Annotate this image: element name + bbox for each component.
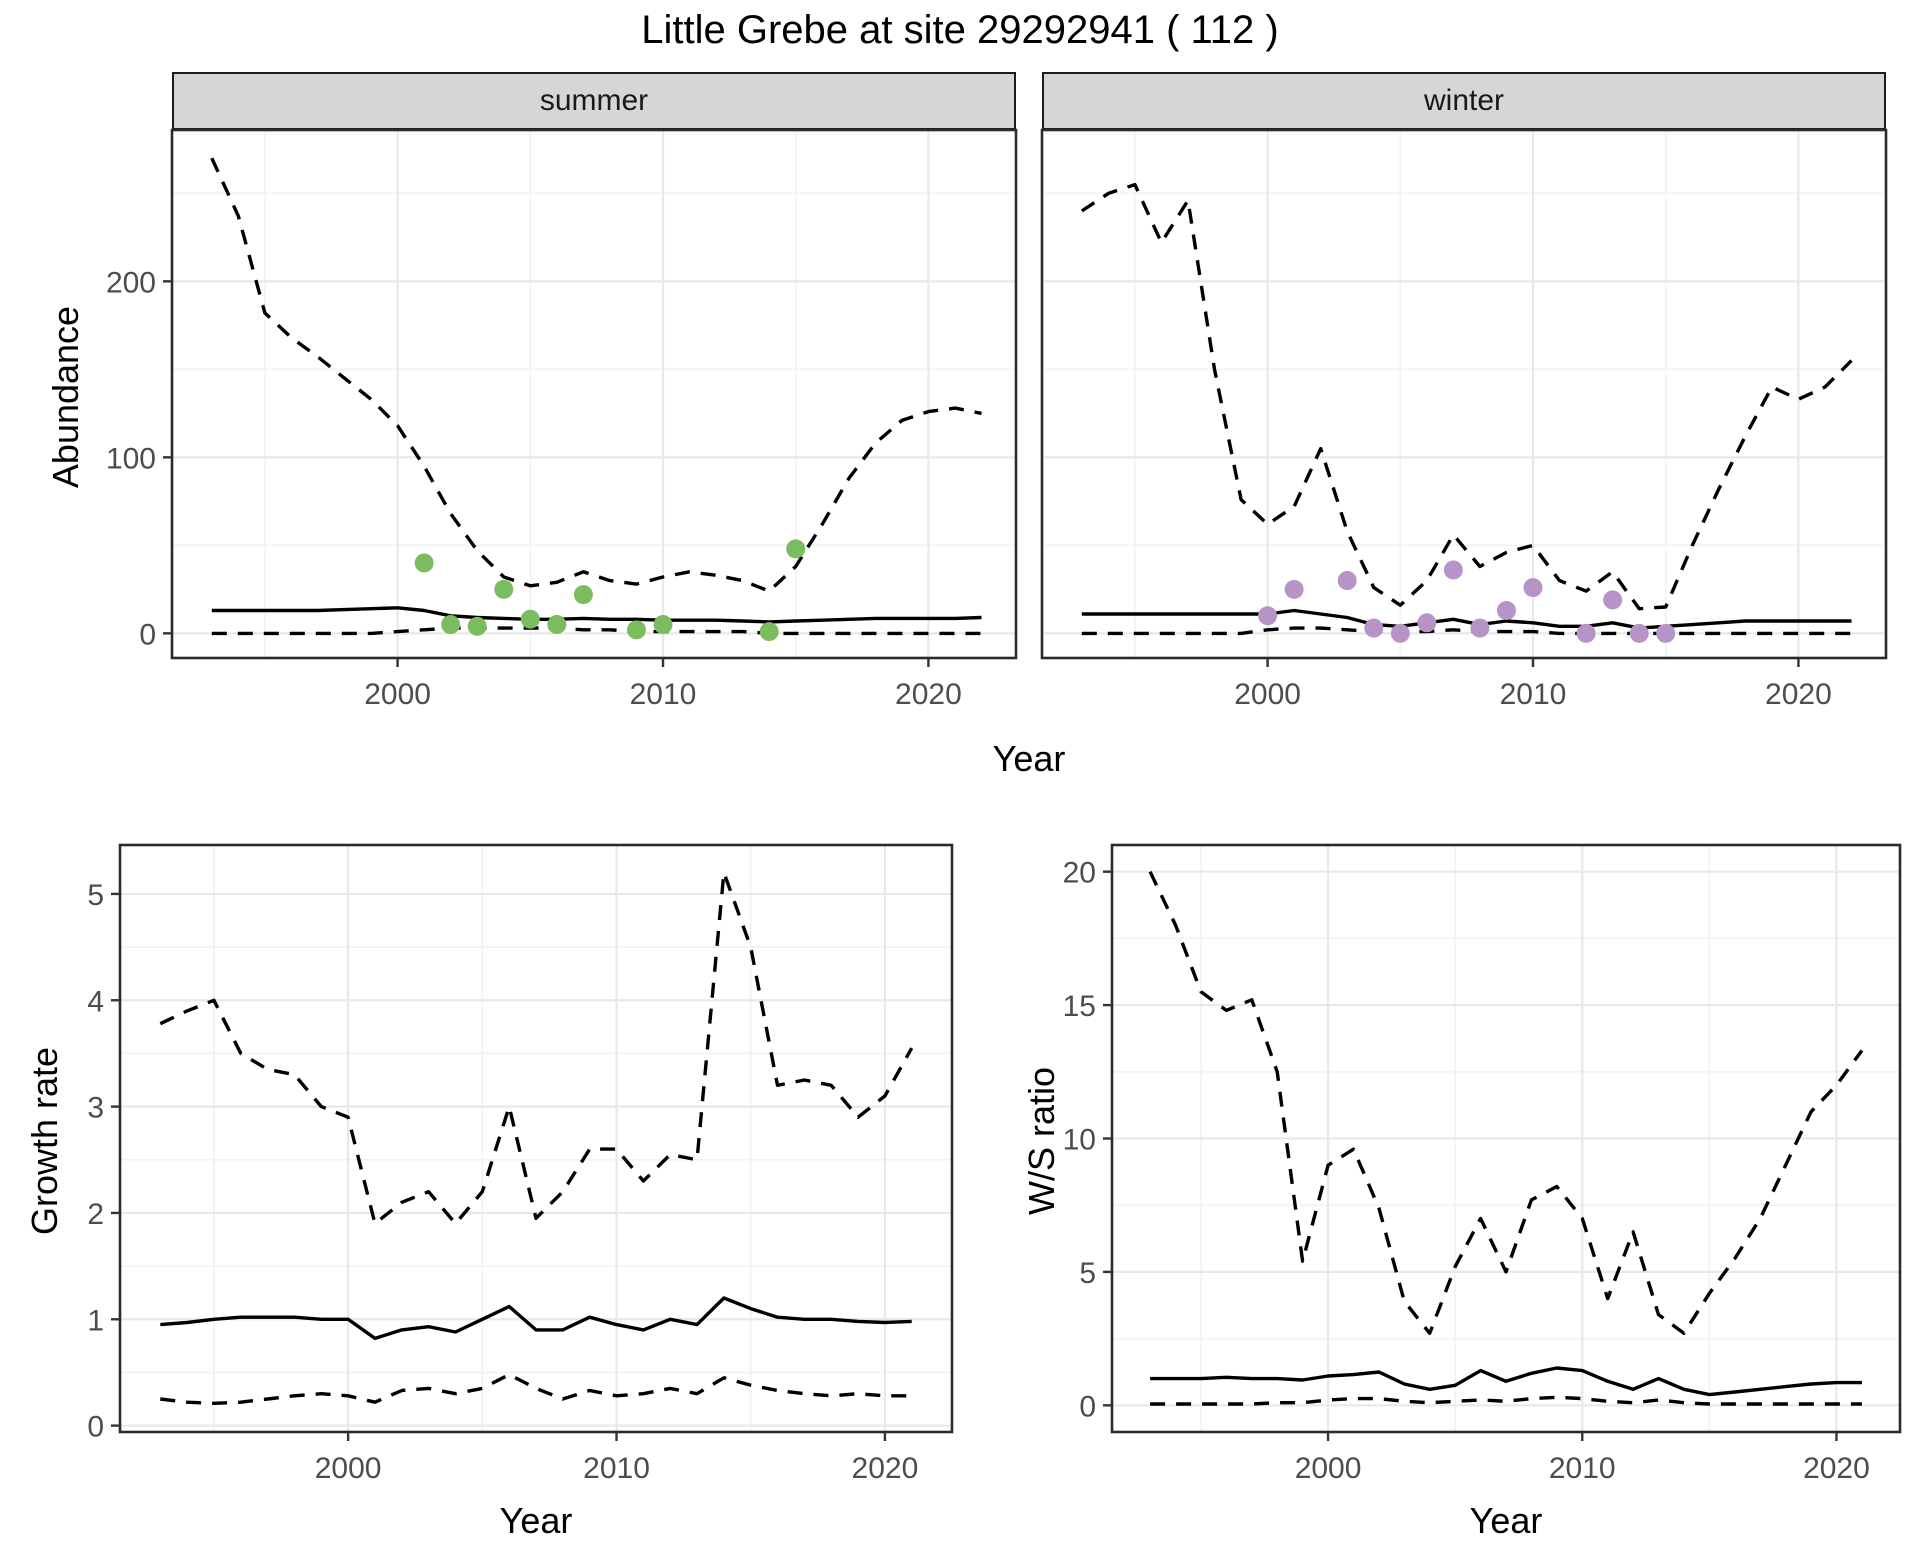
data-point	[573, 585, 593, 605]
data-point	[1337, 571, 1357, 591]
winter-axis-ticks: 2000 2010 2020	[1234, 658, 1832, 711]
y-tick-label: 3	[87, 1092, 104, 1125]
y-tick-label: 0	[139, 618, 156, 651]
y-tick-label: 0	[1079, 1390, 1096, 1423]
y-tick-label: 15	[1063, 990, 1096, 1023]
ws-panel: 2000 2010 2020 0 5 10 15 20	[1063, 843, 1902, 1485]
growth-panel: 2000 2010 2020 0 1 2 3 4 5	[87, 843, 954, 1485]
winter-solid-line	[1081, 608, 1852, 630]
x-tick-label: 2000	[315, 1452, 382, 1485]
data-point	[626, 620, 646, 640]
ws-solid-line	[1150, 1366, 1862, 1397]
y-tick-label: 10	[1063, 1124, 1096, 1157]
data-point	[1603, 590, 1623, 610]
ws-axis-ticks: 2000 2010 2020 0 5 10 15 20	[1063, 857, 1870, 1485]
x-tick-label: 2000	[364, 678, 431, 711]
x-tick-label: 2020	[895, 678, 962, 711]
year-axis-title-growth: Year	[499, 1500, 573, 1541]
data-point	[494, 579, 514, 599]
y-tick-label: 5	[87, 879, 104, 912]
data-point	[547, 615, 567, 635]
data-point	[1576, 623, 1596, 643]
y-tick-label: 5	[1079, 1257, 1096, 1290]
data-point	[653, 615, 673, 635]
winter-dashed-line	[1080, 182, 1853, 611]
summer-solid-line	[211, 606, 982, 624]
data-point	[1417, 613, 1437, 633]
data-point	[1470, 618, 1490, 638]
ws-dashed-line	[1150, 1395, 1862, 1406]
data-point	[1443, 560, 1463, 580]
summer-observed-points	[414, 539, 806, 642]
winter-observed-points	[1258, 560, 1676, 643]
data-point	[467, 616, 487, 636]
growth-dashed-line	[159, 870, 914, 1226]
data-point	[520, 609, 540, 629]
facet-strip-summer-label: summer	[539, 84, 649, 117]
growth-axis-ticks: 2000 2010 2020 0 1 2 3 4 5	[87, 879, 918, 1485]
y-tick-label: 200	[106, 266, 156, 299]
summer-axis-ticks: 2000 2010 2020 0 100 200	[106, 266, 962, 711]
data-point	[1284, 579, 1304, 599]
facet-strip-winter: winter	[1042, 72, 1886, 130]
growth-gridlines	[120, 845, 952, 1432]
x-tick-label: 2010	[583, 1452, 650, 1485]
facet-strip-summer: summer	[172, 72, 1016, 130]
x-tick-label: 2010	[1500, 678, 1567, 711]
figure-title: Little Grebe at site 29292941 ( 112 )	[641, 8, 1279, 52]
data-point	[1258, 606, 1278, 626]
data-point	[1656, 623, 1676, 643]
year-axis-title-top: Year	[992, 738, 1066, 779]
winter-gridlines	[1042, 130, 1886, 658]
y-tick-label: 1	[87, 1304, 104, 1337]
facet-strip-winter-label: winter	[1423, 84, 1505, 117]
x-tick-label: 2010	[630, 678, 697, 711]
y-tick-label: 2	[87, 1198, 104, 1231]
x-tick-label: 2000	[1234, 678, 1301, 711]
x-tick-label: 2020	[1765, 678, 1832, 711]
summer-dashed-line	[210, 157, 982, 593]
ws-dashed-line	[1148, 870, 1864, 1336]
data-point	[1629, 623, 1649, 643]
y-tick-label: 20	[1063, 857, 1096, 890]
y-tick-label: 100	[106, 442, 156, 475]
data-point	[441, 615, 461, 635]
summer-panel: 2000 2010 2020 0 100 200	[106, 128, 1018, 711]
y-tick-label: 4	[87, 985, 104, 1018]
data-point	[1390, 623, 1410, 643]
data-point	[1523, 578, 1543, 598]
growth-solid-line	[160, 1296, 912, 1341]
x-tick-label: 2010	[1549, 1452, 1616, 1485]
year-axis-title-ws: Year	[1469, 1500, 1543, 1541]
data-point	[1496, 600, 1516, 620]
x-tick-label: 2000	[1295, 1452, 1362, 1485]
x-tick-label: 2020	[1803, 1452, 1870, 1485]
winter-panel: 2000 2010 2020	[1040, 128, 1888, 711]
data-point	[759, 622, 779, 642]
data-point	[786, 539, 806, 559]
y-tick-label: 0	[87, 1411, 104, 1444]
data-point	[414, 553, 434, 573]
data-point	[1364, 618, 1384, 638]
x-tick-label: 2020	[852, 1452, 919, 1485]
